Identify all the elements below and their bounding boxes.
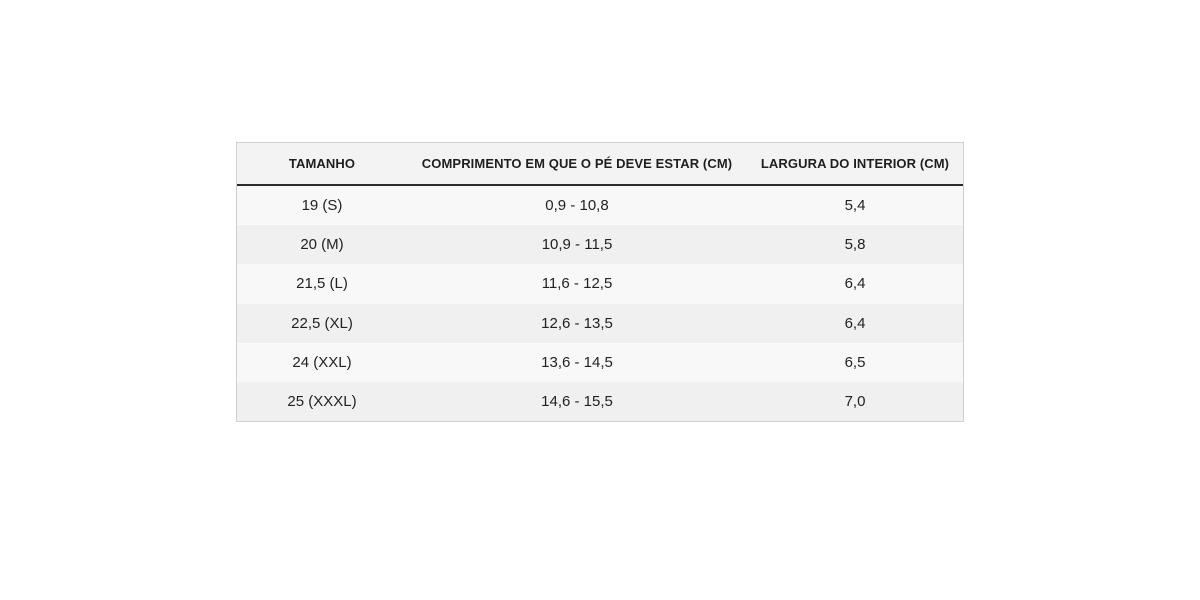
table-row: 22,5 (XL) 12,6 - 13,5 6,4: [237, 303, 963, 343]
cell-size: 24 (XXL): [292, 353, 352, 371]
table-header-row: TAMANHO COMPRIMENTO EM QUE O PÉ DEVE EST…: [237, 143, 963, 186]
cell-inner-width: 5,8: [844, 236, 866, 254]
cell-inner-width: 6,4: [844, 314, 866, 332]
cell-foot-length: 11,6 - 12,5: [541, 275, 613, 293]
cell-foot-length: 13,6 - 14,5: [541, 353, 613, 371]
cell-inner-width: 5,4: [844, 197, 866, 215]
cell-inner-width: 6,5: [844, 353, 866, 371]
table-row: 20 (M) 10,9 - 11,5 5,8: [237, 225, 963, 265]
cell-foot-length: 12,6 - 13,5: [541, 314, 613, 332]
table-row: 19 (S) 0,9 - 10,8 5,4: [237, 186, 963, 226]
cell-size: 21,5 (L): [296, 275, 348, 293]
cell-size: 20 (M): [300, 236, 344, 254]
header-foot-length: COMPRIMENTO EM QUE O PÉ DEVE ESTAR (CM): [421, 156, 733, 171]
header-inner-width: LARGURA DO INTERIOR (CM): [760, 156, 950, 171]
table-row: 24 (XXL) 13,6 - 14,5 6,5: [237, 342, 963, 382]
cell-foot-length: 14,6 - 15,5: [541, 393, 613, 411]
cell-inner-width: 7,0: [844, 393, 866, 411]
cell-size: 19 (S): [301, 197, 343, 215]
cell-size: 22,5 (XL): [291, 314, 353, 332]
cell-inner-width: 6,4: [844, 275, 866, 293]
table-row: 25 (XXXL) 14,6 - 15,5 7,0: [237, 381, 963, 422]
cell-foot-length: 10,9 - 11,5: [541, 236, 613, 254]
header-size: TAMANHO: [288, 156, 356, 171]
table-row: 21,5 (L) 11,6 - 12,5 6,4: [237, 264, 963, 304]
size-chart-table: TAMANHO COMPRIMENTO EM QUE O PÉ DEVE EST…: [236, 142, 964, 423]
table-body: 19 (S) 0,9 - 10,8 5,4 20 (M) 10,9 - 11,5…: [237, 186, 963, 422]
cell-foot-length: 0,9 - 10,8: [545, 197, 609, 215]
cell-size: 25 (XXXL): [287, 393, 357, 411]
